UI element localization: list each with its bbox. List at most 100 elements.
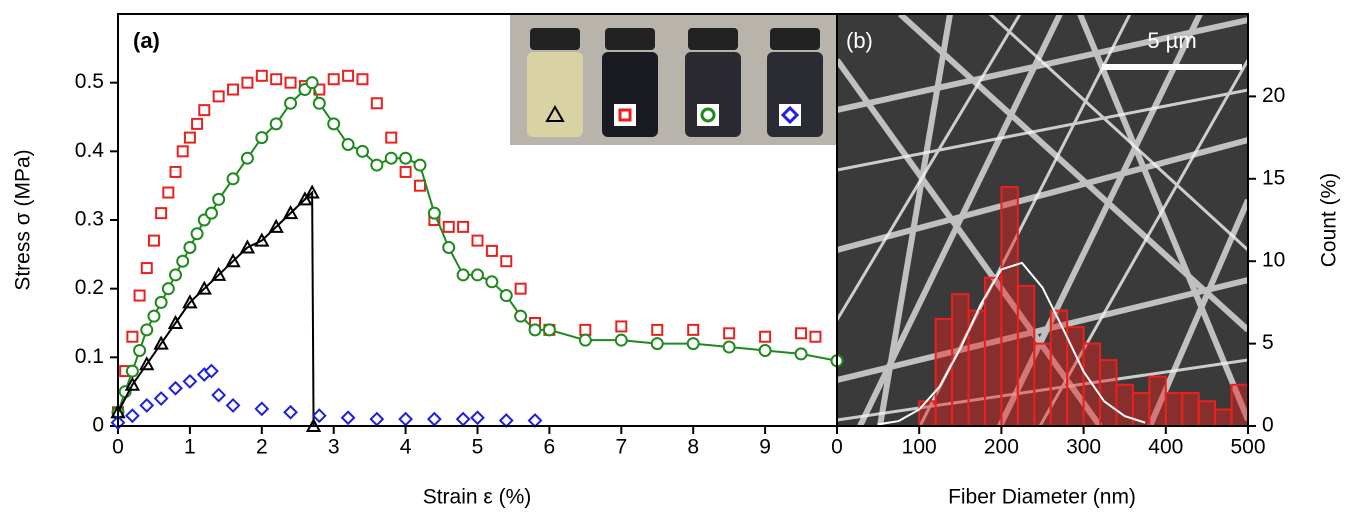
histogram-bar [1215,410,1231,426]
marker [256,132,267,143]
scale-bar-label: 5 µm [1147,28,1196,53]
marker [760,332,770,342]
marker [760,345,771,356]
x-axis-label: Fiber Diameter (nm) [948,486,1136,509]
marker [213,194,224,205]
marker [227,399,239,411]
marker [242,78,252,88]
marker [501,290,512,301]
marker [228,85,238,95]
marker [286,78,296,88]
marker [724,328,734,338]
marker [473,236,483,246]
x-tick-label: 3 [328,436,340,459]
marker [141,399,153,411]
marker [329,74,339,84]
marker [184,242,195,253]
histogram-bar [1100,360,1116,426]
marker [271,74,281,84]
x-tick-label: 7 [615,436,627,459]
marker [285,98,296,109]
y-tick-label: 0 [92,414,104,437]
y2-tick-label: 10 [1262,249,1285,272]
marker [313,410,325,422]
marker [170,269,181,280]
marker [357,146,368,157]
marker [372,98,382,108]
histogram-bar [936,319,952,426]
marker [171,167,181,177]
marker [458,269,469,280]
marker [429,208,440,219]
marker [515,311,526,322]
x-tick-label: 2 [256,436,268,459]
marker [214,91,224,101]
x-tick-label: 500 [1230,436,1265,459]
marker [724,342,735,353]
x-tick-label: 300 [1066,436,1101,459]
marker [199,105,209,115]
marker [342,412,354,424]
marker [185,133,195,143]
histogram-bar [1199,401,1215,426]
marker [428,413,440,425]
marker [371,160,382,171]
marker [135,291,145,301]
marker [386,153,397,164]
x-tick-label: 400 [1148,436,1183,459]
marker [616,335,627,346]
x-axis-label: Strain ε (%) [423,486,532,509]
marker [307,77,318,88]
histogram-bar [1182,393,1198,426]
marker [472,269,483,280]
marker [242,153,253,164]
marker [256,403,268,415]
y-tick-label: 0.4 [75,139,105,162]
histogram-bar [1034,344,1050,426]
y-tick-label: 0.5 [75,70,104,93]
y2-tick-label: 0 [1262,414,1274,437]
marker [652,338,663,349]
marker [457,413,469,425]
marker [580,325,590,335]
marker [170,382,182,394]
marker [652,325,662,335]
marker [271,118,282,129]
marker [458,222,468,232]
marker [228,173,239,184]
marker [343,139,354,150]
marker [142,263,152,273]
marker [415,181,425,191]
y2-tick-label: 20 [1262,84,1285,107]
marker [285,406,297,418]
y2-tick-label: 15 [1262,166,1285,189]
histogram-bar [1001,187,1017,426]
x-tick-label: 0 [831,436,843,459]
marker [126,410,138,422]
x-tick-label: 4 [400,436,412,459]
marker [544,324,555,335]
y-axis-label: Stress σ (MPa) [12,149,35,290]
x-tick-label: 5 [472,436,484,459]
marker [343,71,353,81]
marker [156,208,166,218]
marker [487,246,497,256]
histogram-bar [1116,385,1132,426]
x-tick-label: 200 [984,436,1019,459]
marker [328,118,339,129]
marker [530,324,541,335]
x-tick-label: 100 [902,436,937,459]
x-tick-label: 6 [544,436,556,459]
figure: (a) (b) 5 µm Strain ε (%) Fiber Diameter… [0,0,1353,512]
marker [156,297,167,308]
marker [400,153,411,164]
marker [141,324,152,335]
marker [486,276,497,287]
y-tick-label: 0.1 [75,345,104,368]
marker [127,366,138,377]
marker [192,228,203,239]
y-axis-label: Count (%) [1318,173,1341,268]
histogram-bar [1018,286,1034,426]
marker [206,208,217,219]
marker [580,335,591,346]
